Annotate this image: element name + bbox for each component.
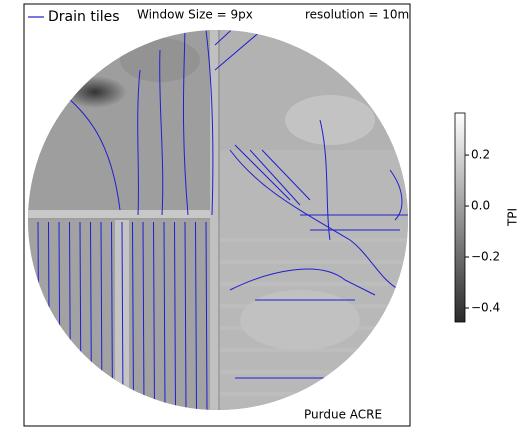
colorbar-tick-label: 0.2 (471, 148, 490, 162)
colorbar (455, 113, 465, 322)
colorbar-label: TPI (506, 208, 520, 227)
annotation: Window Size = 9px (137, 8, 253, 22)
colorbar-tick-label: −0.2 (471, 250, 500, 264)
legend-label: Drain tiles (48, 9, 120, 25)
colorbar-tick-label: −0.4 (471, 300, 500, 314)
annotation: resolution = 10m (305, 8, 409, 22)
annotation: Purdue ACRE (304, 408, 382, 422)
figure: Drain tiles Window Size = 9px resolution… (0, 0, 520, 429)
colorbar-tick-label: 0.0 (471, 199, 490, 213)
tpi-raster (20, 20, 420, 420)
